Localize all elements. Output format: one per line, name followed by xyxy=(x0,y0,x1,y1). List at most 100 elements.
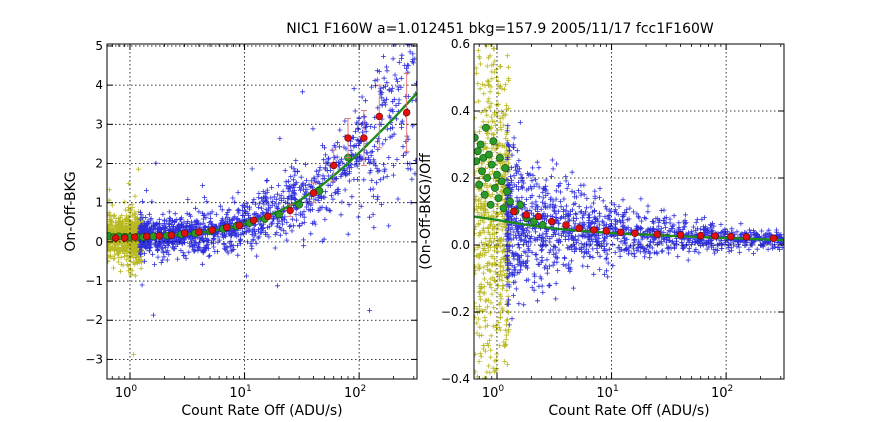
source-point xyxy=(160,245,166,251)
source-point xyxy=(542,186,547,192)
source-point xyxy=(399,120,405,126)
source-point xyxy=(511,182,517,188)
source-point xyxy=(393,76,399,82)
faint-source-point xyxy=(474,224,479,230)
source-point xyxy=(623,247,629,253)
source-point xyxy=(359,94,365,100)
source-point xyxy=(327,208,333,214)
source-point xyxy=(605,215,611,221)
faint-source-point xyxy=(477,324,483,330)
source-point xyxy=(534,256,540,262)
source-point xyxy=(321,157,327,163)
source-point xyxy=(259,222,265,228)
source-point xyxy=(529,250,535,256)
source-point xyxy=(219,207,225,213)
faint-source-point xyxy=(122,246,128,252)
source-point xyxy=(621,213,627,219)
faint-source-point xyxy=(492,236,497,241)
source-point xyxy=(602,236,608,242)
faint-source-point xyxy=(497,343,503,349)
source-point xyxy=(182,252,188,258)
source-point xyxy=(517,235,523,241)
faint-source-point xyxy=(490,365,496,371)
source-point xyxy=(323,189,328,195)
source-point xyxy=(604,241,610,247)
source-point xyxy=(669,239,675,245)
source-point xyxy=(548,195,554,201)
source-point xyxy=(547,263,552,269)
source-point xyxy=(516,245,522,251)
source-point xyxy=(366,160,372,166)
source-point xyxy=(562,256,568,261)
source-point xyxy=(346,202,352,208)
source-point xyxy=(596,222,602,228)
source-point xyxy=(146,211,152,217)
source-point xyxy=(287,224,293,230)
source-point xyxy=(523,277,529,283)
faint-source-point xyxy=(474,306,480,312)
faint-source-point xyxy=(119,213,125,218)
source-point xyxy=(587,233,593,239)
source-point xyxy=(553,188,559,194)
source-point xyxy=(539,199,545,205)
faint-source-point xyxy=(488,276,494,282)
source-point xyxy=(323,205,329,211)
faint-source-point xyxy=(497,276,502,282)
faint-source-point xyxy=(126,181,132,187)
source-point xyxy=(310,126,316,132)
faint-source-point xyxy=(481,264,487,270)
faint-source-point xyxy=(118,268,123,274)
source-point xyxy=(563,212,569,217)
source-point xyxy=(635,238,641,244)
faint-source-point xyxy=(497,300,503,306)
source-point xyxy=(335,191,341,197)
source-point xyxy=(505,213,511,219)
faint-source-point xyxy=(127,258,133,264)
source-point xyxy=(349,194,355,200)
source-point xyxy=(249,243,255,249)
faint-source-point xyxy=(477,55,483,61)
faint-source-point xyxy=(107,187,112,193)
source-point xyxy=(534,181,540,187)
source-point xyxy=(511,229,517,235)
source-point xyxy=(412,56,417,62)
source-point xyxy=(738,221,744,227)
faint-source-point xyxy=(481,225,487,231)
faint-source-point xyxy=(112,212,117,218)
faint-source-point xyxy=(497,64,503,70)
y-tick-label: 3 xyxy=(95,117,103,131)
faint-source-point xyxy=(137,254,143,260)
source-point xyxy=(194,220,200,226)
faint-source-point xyxy=(495,212,501,217)
source-point xyxy=(565,233,571,239)
source-point xyxy=(211,236,217,242)
source-point xyxy=(322,216,328,222)
source-point xyxy=(595,250,600,256)
source-point xyxy=(165,248,171,254)
faint-source-point xyxy=(484,63,490,69)
faint-source-point xyxy=(476,98,482,104)
source-point xyxy=(550,262,556,268)
source-point xyxy=(620,197,626,203)
faint-source-point xyxy=(126,249,132,255)
faint-source-point xyxy=(485,248,491,254)
source-point xyxy=(212,232,218,238)
faint-source-point xyxy=(485,343,491,349)
source-point xyxy=(645,209,651,215)
x-tick-label: 100 xyxy=(115,384,138,401)
faint-source-point xyxy=(128,272,134,278)
source-point xyxy=(679,245,685,251)
faint-source-point xyxy=(120,221,126,227)
source-point xyxy=(315,195,321,201)
faint-source-point xyxy=(474,207,478,213)
source-point xyxy=(509,152,515,158)
faint-source-point xyxy=(132,211,138,217)
source-point xyxy=(342,118,348,124)
source-point xyxy=(513,233,519,239)
source-point xyxy=(538,259,544,265)
faint-source-point xyxy=(476,222,482,228)
red-binned-marker xyxy=(249,216,258,225)
source-point xyxy=(504,253,510,259)
source-point xyxy=(295,168,300,174)
faint-source-point xyxy=(492,288,498,293)
